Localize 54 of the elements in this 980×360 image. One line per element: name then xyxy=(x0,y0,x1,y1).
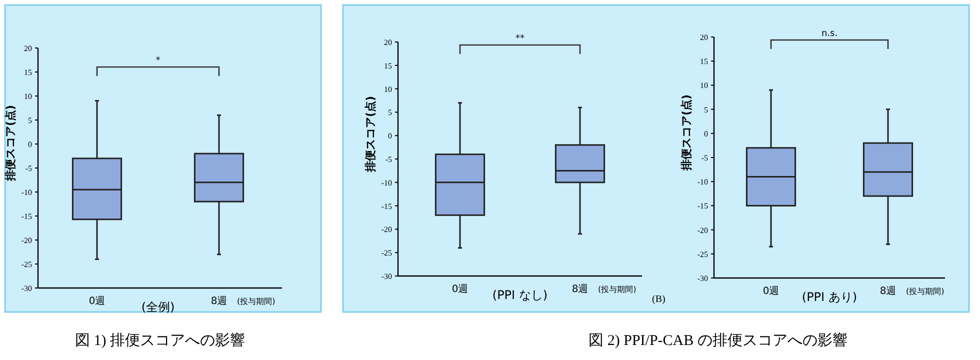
y-tick-label: -10 xyxy=(381,178,392,188)
x-tick-label: 0週 xyxy=(88,296,106,307)
y-tick-label: -5 xyxy=(385,155,392,164)
y-tick-label: -20 xyxy=(381,225,392,234)
y-tick-label: 10 xyxy=(24,92,32,101)
x-axis-title: (全例) xyxy=(141,300,175,314)
y-axis-title: 排便スコア(点) xyxy=(364,96,377,174)
y-tick-label: 5 xyxy=(704,105,708,114)
y-tick-label: -15 xyxy=(21,212,32,221)
y-tick-label: 20 xyxy=(384,38,392,47)
annotation: n.s. xyxy=(821,29,838,39)
y-tick-label: 15 xyxy=(384,61,392,70)
y-tick-label: 20 xyxy=(700,33,708,42)
text: (投与期間) xyxy=(598,285,636,294)
y-tick-label: 20 xyxy=(24,44,32,53)
y-tick-label: 5 xyxy=(388,108,392,118)
y-tick-label: 10 xyxy=(700,81,708,90)
y-tick-label: 5 xyxy=(28,116,32,125)
x-axis-title: (PPI あり) xyxy=(802,290,858,304)
y-tick-label: -15 xyxy=(697,202,708,211)
y-tick-label: -10 xyxy=(697,178,708,187)
y-tick-label: 15 xyxy=(24,68,32,77)
text: (B) xyxy=(652,294,666,305)
y-tick-label: 0 xyxy=(704,129,708,138)
y-tick-label: 10 xyxy=(384,84,392,94)
y-tick-label: 15 xyxy=(700,57,708,66)
annotation: ** xyxy=(516,34,525,44)
y-tick-label: -25 xyxy=(21,260,32,269)
x-tick-label: 0週 xyxy=(762,286,780,297)
x-tick-label: 8週 xyxy=(210,296,228,307)
y-tick-label: -20 xyxy=(697,226,708,235)
y-tick-label: -25 xyxy=(381,248,392,258)
y-tick-label: -5 xyxy=(701,154,708,162)
text: (投与期間) xyxy=(237,297,276,306)
y-tick-label: 0 xyxy=(28,140,32,149)
y-axis-title: 排便スコア(点) xyxy=(680,94,693,172)
y-tick-label: -10 xyxy=(21,188,32,197)
annotation: * xyxy=(156,56,161,66)
x-axis-title: (PPI なし) xyxy=(492,288,548,302)
x-tick-label: 8週 xyxy=(880,286,896,297)
y-tick-label: -30 xyxy=(21,284,32,293)
y-tick-label: -30 xyxy=(697,274,708,283)
y-tick-label: -25 xyxy=(697,250,708,259)
x-tick-label: 0週 xyxy=(452,284,468,295)
text: 図 2) PPI/P-CAB の排便スコアへの影響 xyxy=(588,332,848,349)
y-tick-label: -5 xyxy=(25,164,32,173)
y-tick-label: -20 xyxy=(21,236,32,245)
text: 図 1) 排便スコアへの影響 xyxy=(75,332,245,349)
y-tick-label: -30 xyxy=(381,272,392,281)
x-tick-label: 8週 xyxy=(572,284,588,295)
y-tick-label: 0 xyxy=(388,132,392,141)
y-tick-label: -15 xyxy=(381,202,392,211)
y-axis-title: 排便スコア(点) xyxy=(4,104,17,182)
text: (投与期間) xyxy=(906,287,944,296)
